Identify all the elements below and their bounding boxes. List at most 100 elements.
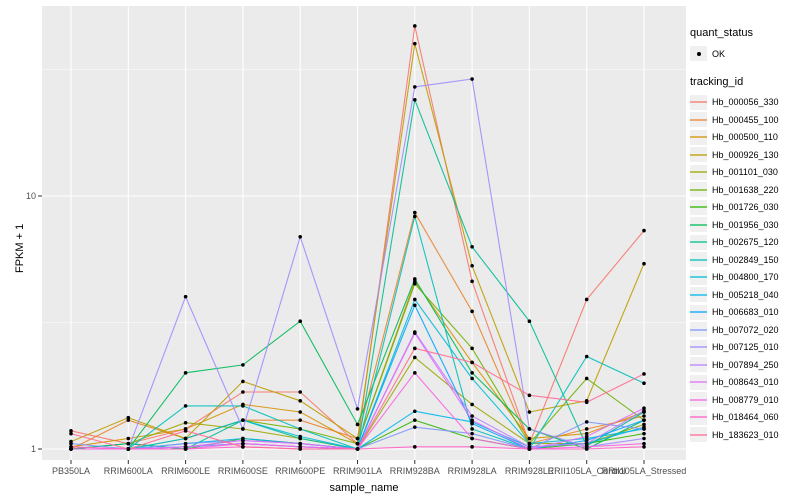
data-point[interactable] bbox=[470, 436, 474, 441]
data-point[interactable] bbox=[183, 420, 188, 425]
data-point[interactable] bbox=[642, 431, 646, 436]
data-point[interactable] bbox=[527, 393, 532, 398]
legend-item[interactable]: Hb_006683_010 bbox=[690, 304, 798, 322]
data-point[interactable] bbox=[642, 372, 646, 376]
data-point[interactable] bbox=[241, 404, 245, 408]
data-point[interactable] bbox=[584, 427, 589, 431]
data-point[interactable] bbox=[527, 427, 532, 431]
data-point[interactable] bbox=[642, 445, 646, 449]
data-point[interactable] bbox=[413, 355, 417, 360]
data-point[interactable] bbox=[584, 438, 589, 443]
legend-item[interactable]: Hb_001101_030 bbox=[690, 164, 798, 182]
data-point[interactable] bbox=[527, 441, 532, 446]
data-point[interactable] bbox=[527, 319, 532, 323]
data-point[interactable] bbox=[413, 445, 417, 449]
data-point[interactable] bbox=[241, 438, 245, 443]
data-point[interactable] bbox=[642, 441, 646, 446]
data-point[interactable] bbox=[298, 410, 303, 414]
data-point[interactable] bbox=[413, 281, 417, 286]
data-point[interactable] bbox=[355, 407, 360, 411]
legend-item[interactable]: Hb_008643_010 bbox=[690, 374, 798, 392]
data-point[interactable] bbox=[69, 429, 73, 433]
data-point[interactable] bbox=[470, 418, 474, 422]
data-point[interactable] bbox=[298, 418, 303, 422]
data-point[interactable] bbox=[642, 406, 646, 410]
data-point[interactable] bbox=[298, 434, 303, 439]
data-point[interactable] bbox=[470, 77, 474, 81]
data-point[interactable] bbox=[298, 399, 303, 403]
data-point[interactable] bbox=[355, 436, 360, 441]
data-point[interactable] bbox=[470, 346, 474, 351]
data-point[interactable] bbox=[183, 371, 188, 375]
data-point[interactable] bbox=[470, 427, 474, 431]
data-point[interactable] bbox=[470, 371, 474, 375]
data-point[interactable] bbox=[413, 418, 417, 422]
data-point[interactable] bbox=[241, 363, 245, 367]
data-point[interactable] bbox=[642, 381, 646, 386]
data-point[interactable] bbox=[584, 400, 589, 405]
legend-item[interactable]: Hb_002675_120 bbox=[690, 234, 798, 252]
legend-item[interactable]: Hb_007894_250 bbox=[690, 356, 798, 374]
data-point[interactable] bbox=[584, 297, 589, 302]
data-point[interactable] bbox=[241, 441, 245, 446]
data-point[interactable] bbox=[642, 418, 646, 422]
data-point[interactable] bbox=[355, 447, 360, 451]
data-point[interactable] bbox=[584, 431, 589, 436]
data-point[interactable] bbox=[413, 346, 417, 351]
data-point[interactable] bbox=[470, 414, 474, 418]
data-point[interactable] bbox=[470, 244, 474, 249]
legend-item[interactable]: Hb_004800_170 bbox=[690, 269, 798, 287]
data-point[interactable] bbox=[241, 418, 245, 422]
data-point[interactable] bbox=[126, 441, 131, 446]
data-point[interactable] bbox=[470, 445, 474, 449]
legend-item-ok[interactable]: OK bbox=[690, 45, 798, 63]
data-point[interactable] bbox=[183, 404, 188, 408]
legend-item[interactable]: Hb_007072_020 bbox=[690, 321, 798, 339]
data-point[interactable] bbox=[126, 418, 131, 422]
legend-item[interactable]: Hb_008779_010 bbox=[690, 391, 798, 409]
data-point[interactable] bbox=[69, 431, 73, 436]
data-point[interactable] bbox=[413, 331, 417, 335]
data-point[interactable] bbox=[470, 279, 474, 284]
data-point[interactable] bbox=[413, 277, 417, 281]
legend-item[interactable]: Hb_000455_100 bbox=[690, 111, 798, 129]
data-point[interactable] bbox=[69, 441, 73, 446]
data-point[interactable] bbox=[183, 429, 188, 433]
data-point[interactable] bbox=[298, 234, 303, 239]
data-point[interactable] bbox=[298, 319, 303, 323]
data-point[interactable] bbox=[413, 409, 417, 414]
data-point[interactable] bbox=[527, 410, 532, 414]
data-point[interactable] bbox=[241, 445, 245, 449]
data-point[interactable] bbox=[355, 422, 360, 427]
data-point[interactable] bbox=[69, 445, 73, 449]
data-point[interactable] bbox=[642, 261, 646, 266]
data-point[interactable] bbox=[642, 436, 646, 441]
data-point[interactable] bbox=[584, 441, 589, 446]
legend-item[interactable]: Hb_002849_150 bbox=[690, 251, 798, 269]
data-point[interactable] bbox=[584, 447, 589, 451]
data-point[interactable] bbox=[413, 98, 417, 102]
data-point[interactable] bbox=[126, 447, 131, 451]
data-point[interactable] bbox=[470, 309, 474, 314]
data-point[interactable] bbox=[183, 436, 188, 441]
data-point[interactable] bbox=[470, 263, 474, 268]
legend-item[interactable]: Hb_001956_030 bbox=[690, 216, 798, 234]
data-point[interactable] bbox=[413, 425, 417, 429]
data-point[interactable] bbox=[241, 379, 245, 384]
data-point[interactable] bbox=[183, 447, 188, 451]
legend-item[interactable]: Hb_001638_220 bbox=[690, 181, 798, 199]
data-point[interactable] bbox=[298, 441, 303, 446]
data-point[interactable] bbox=[413, 303, 417, 308]
legend-item[interactable]: Hb_000056_330 bbox=[690, 94, 798, 112]
data-point[interactable] bbox=[642, 228, 646, 233]
data-point[interactable] bbox=[584, 420, 589, 424]
data-point[interactable] bbox=[527, 436, 532, 441]
legend-item[interactable]: Hb_018464_060 bbox=[690, 409, 798, 427]
data-point[interactable] bbox=[584, 434, 589, 439]
data-point[interactable] bbox=[413, 214, 417, 219]
data-point[interactable] bbox=[584, 354, 589, 359]
data-point[interactable] bbox=[413, 41, 417, 46]
data-point[interactable] bbox=[470, 360, 474, 365]
data-point[interactable] bbox=[298, 390, 303, 394]
data-point[interactable] bbox=[298, 447, 303, 451]
